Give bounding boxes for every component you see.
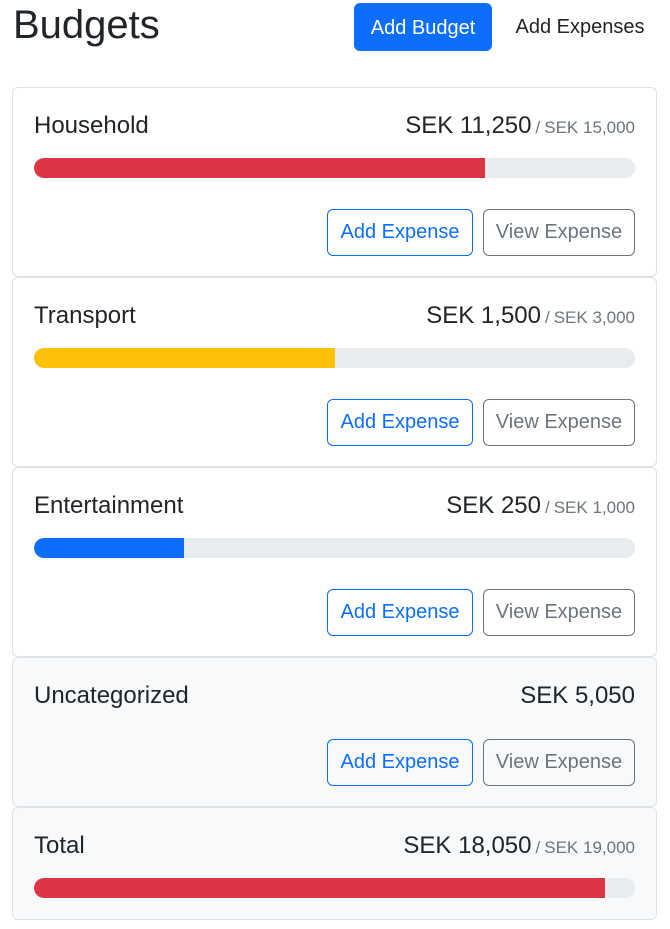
budget-name: Uncategorized — [34, 682, 189, 709]
spent-amount: SEK 5,050 — [520, 682, 635, 709]
budget-progress-bar — [34, 348, 635, 368]
progress-fill — [34, 158, 485, 178]
budget-amount: SEK 11,250/SEK 15,000 — [405, 110, 635, 144]
view-expense-button[interactable]: View Expense — [483, 209, 635, 256]
budget-progress-bar — [34, 538, 635, 558]
budget-card-household: Household SEK 11,250/SEK 15,000 Add Expe… — [12, 87, 657, 277]
budget-card-header: Transport SEK 1,500/SEK 3,000 — [34, 300, 635, 332]
budget-actions: Add Expense View Expense — [327, 399, 635, 446]
budget-card-header: Household SEK 11,250/SEK 15,000 — [34, 110, 635, 142]
budget-card-entertainment: Entertainment SEK 250/SEK 1,000 Add Expe… — [12, 467, 657, 657]
amount-separator: / — [544, 308, 550, 327]
max-amount: SEK 15,000 — [544, 118, 635, 137]
spent-amount: SEK 18,050 — [403, 832, 532, 859]
budget-amount: SEK 5,050 — [520, 680, 635, 712]
budget-card-total: Total SEK 18,050/SEK 19,000 — [12, 807, 657, 920]
amount-separator: / — [535, 838, 541, 857]
budget-progress-bar — [34, 878, 635, 898]
budget-name: Transport — [34, 302, 136, 329]
budget-card-header: Uncategorized SEK 5,050 — [34, 680, 635, 712]
page-title: Budgets — [13, 3, 160, 47]
progress-fill — [34, 348, 335, 368]
add-expenses-button[interactable]: Add Expenses — [505, 3, 655, 51]
add-budget-button[interactable]: Add Budget — [354, 3, 492, 51]
add-expense-button[interactable]: Add Expense — [327, 589, 473, 636]
budget-actions: Add Expense View Expense — [327, 739, 635, 786]
max-amount: SEK 1,000 — [553, 498, 635, 517]
view-expense-button[interactable]: View Expense — [483, 739, 635, 786]
amount-separator: / — [544, 498, 550, 517]
budget-card-header: Entertainment SEK 250/SEK 1,000 — [34, 490, 635, 522]
budget-amount: SEK 1,500/SEK 3,000 — [426, 300, 635, 334]
view-expense-button[interactable]: View Expense — [483, 589, 635, 636]
budget-progress-bar — [34, 158, 635, 178]
budget-name: Household — [34, 112, 149, 139]
spent-amount: SEK 1,500 — [426, 302, 541, 329]
spent-amount: SEK 11,250 — [405, 112, 532, 139]
budget-name: Total — [34, 832, 85, 859]
add-expense-button[interactable]: Add Expense — [327, 399, 473, 446]
amount-separator: / — [535, 118, 541, 137]
progress-fill — [34, 538, 185, 558]
budget-card-transport: Transport SEK 1,500/SEK 3,000 Add Expens… — [12, 277, 657, 467]
view-expense-button[interactable]: View Expense — [483, 399, 635, 446]
budget-amount: SEK 250/SEK 1,000 — [446, 490, 635, 524]
budget-amount: SEK 18,050/SEK 19,000 — [403, 830, 635, 864]
spent-amount: SEK 250 — [446, 492, 541, 519]
page-header: Budgets Add Budget Add Expenses — [0, 0, 670, 80]
max-amount: SEK 3,000 — [553, 308, 635, 327]
add-expense-button[interactable]: Add Expense — [327, 209, 473, 256]
budget-name: Entertainment — [34, 492, 184, 519]
budget-actions: Add Expense View Expense — [327, 589, 635, 636]
budget-actions: Add Expense View Expense — [327, 209, 635, 256]
budget-card-header: Total SEK 18,050/SEK 19,000 — [34, 830, 635, 862]
progress-fill — [34, 878, 605, 898]
max-amount: SEK 19,000 — [544, 838, 635, 857]
add-expense-button[interactable]: Add Expense — [327, 739, 473, 786]
budget-card-uncategorized: Uncategorized SEK 5,050 Add Expense View… — [12, 657, 657, 807]
